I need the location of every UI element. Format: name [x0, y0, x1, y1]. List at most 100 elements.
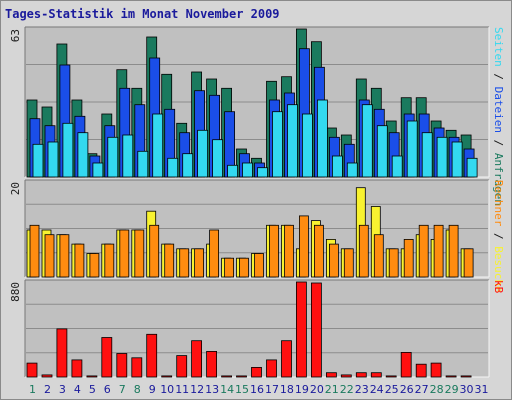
day-label-16: 16	[250, 383, 264, 396]
day-label-13: 13	[205, 383, 219, 396]
bar-seiten-day-16	[257, 167, 268, 178]
series-label-dateien: Dateien	[492, 87, 505, 133]
bar-kb-day-13	[206, 350, 218, 378]
bar-kb-day-27	[415, 363, 427, 378]
bar-seiten-day-18	[287, 104, 298, 178]
day-label-8: 8	[134, 383, 141, 396]
day-label-6: 6	[104, 383, 111, 396]
bar-kb-day-20	[310, 282, 322, 378]
bar-seiten-day-13	[212, 139, 224, 178]
day-label-22: 22	[340, 383, 354, 396]
bar-kb-day-16	[251, 366, 262, 378]
day-label-18: 18	[280, 383, 294, 396]
day-label-19: 19	[295, 383, 309, 396]
series-label-kb: kB	[492, 280, 505, 294]
bar-rechner-day-28	[433, 224, 444, 278]
bar-kb-day-5	[86, 375, 98, 378]
day-label-3: 3	[59, 383, 66, 396]
bar-rechner-day-7	[119, 229, 130, 278]
bar-seiten-day-22	[346, 162, 358, 178]
bar-rechner-day-14	[224, 257, 235, 278]
series-label-anfragen: Anfragen	[492, 153, 505, 206]
series-label-separator: /	[492, 226, 505, 246]
bar-kb-day-25	[385, 375, 397, 378]
panel-2-max-label: 20	[9, 182, 22, 195]
bar-rechner-day-9	[149, 224, 160, 278]
bar-kb-day-7	[116, 353, 128, 378]
bar-seiten-day-30	[466, 157, 478, 178]
bar-kb-day-17	[266, 359, 277, 378]
day-label-20: 20	[310, 383, 324, 396]
bar-seiten-day-20	[316, 99, 328, 178]
series-label-separator: /	[492, 133, 505, 153]
day-label-2: 2	[44, 383, 51, 396]
bar-kb-day-18	[281, 340, 292, 378]
bar-rechner-day-3	[59, 234, 70, 278]
bar-kb-day-24	[370, 372, 382, 378]
panel-3-max-label: 880	[9, 282, 22, 302]
bar-kb-day-8	[131, 357, 143, 378]
panel-1-series-label: Seiten / Dateien / Anfragen	[492, 27, 505, 206]
bar-kb-day-26	[400, 351, 412, 378]
bar-seiten-day-7	[122, 134, 134, 178]
bar-seiten-day-11	[182, 153, 194, 178]
day-label-26: 26	[400, 383, 414, 396]
bar-seiten-day-6	[107, 136, 119, 178]
bar-seiten-day-24	[376, 125, 388, 178]
bar-rechner-day-20	[313, 224, 324, 278]
bar-seiten-day-14	[227, 164, 239, 178]
day-label-24: 24	[370, 383, 384, 396]
bar-kb-day-10	[161, 375, 173, 378]
bar-seiten-day-5	[92, 162, 104, 178]
series-label-seiten: Seiten	[492, 27, 505, 67]
bar-kb-day-14	[221, 375, 233, 378]
bar-rechner-day-6	[104, 243, 115, 278]
bar-seiten-day-21	[331, 155, 343, 178]
bar-seiten-day-28	[436, 136, 448, 178]
bar-rechner-day-15	[239, 257, 249, 278]
day-label-14: 14	[220, 383, 234, 396]
bar-rechner-day-12	[194, 248, 205, 278]
day-label-25: 25	[385, 383, 399, 396]
bar-rechner-day-22	[343, 248, 354, 278]
bar-seiten-day-29	[451, 141, 463, 178]
bar-kb-day-29	[445, 375, 457, 378]
day-label-4: 4	[74, 383, 81, 396]
bar-kb-day-9	[146, 333, 158, 378]
bar-kb-day-23	[355, 372, 367, 378]
bar-rechner-day-1	[29, 224, 40, 278]
bar-seiten-day-23	[361, 104, 373, 178]
day-label-9: 9	[149, 383, 156, 396]
bar-kb-day-22	[340, 374, 352, 378]
bar-kb-day-21	[325, 372, 337, 378]
bar-kb-day-28	[430, 362, 442, 378]
day-label-10: 10	[160, 383, 174, 396]
panel-2-series-label: Rechner / Besuche	[492, 180, 505, 293]
bar-seiten-day-4	[77, 132, 89, 178]
bar-rechner-day-30	[463, 248, 474, 278]
bar-rechner-day-19	[298, 215, 309, 278]
bar-kb-day-3	[56, 328, 68, 378]
bar-kb-day-19	[295, 281, 307, 378]
bar-kb-day-1	[26, 362, 38, 378]
bar-rechner-day-4	[74, 243, 85, 278]
day-label-23: 23	[355, 383, 369, 396]
bar-seiten-day-12	[197, 129, 209, 178]
day-label-12: 12	[190, 383, 204, 396]
bar-seiten-day-1	[32, 143, 44, 178]
day-label-30: 30	[460, 383, 474, 396]
bar-kb-day-12	[191, 340, 203, 378]
day-label-1: 1	[29, 383, 36, 396]
bar-kb-day-30	[460, 375, 472, 378]
bar-rechner-day-25	[388, 248, 399, 278]
bar-rechner-day-10	[164, 243, 175, 278]
day-label-5: 5	[89, 383, 96, 396]
panel-1-max-label: 63	[9, 29, 22, 42]
bar-kb-day-15	[236, 375, 247, 378]
series-label-rechner: Rechner	[492, 180, 505, 227]
bar-rechner-day-17	[269, 224, 279, 278]
day-label-27: 27	[415, 383, 429, 396]
bar-seiten-day-25	[391, 155, 403, 178]
bar-rechner-day-26	[403, 238, 414, 278]
